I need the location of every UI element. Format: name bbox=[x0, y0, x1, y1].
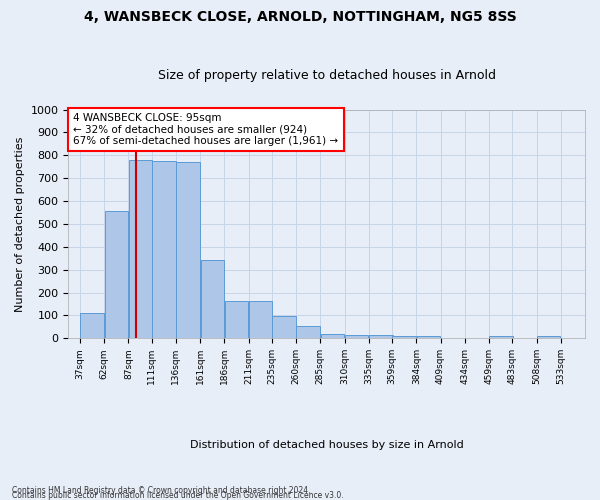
Bar bbox=[176, 162, 200, 338]
Bar bbox=[152, 161, 176, 338]
Bar bbox=[272, 316, 296, 338]
Text: Contains public sector information licensed under the Open Government Licence v3: Contains public sector information licen… bbox=[12, 490, 344, 500]
Bar bbox=[369, 335, 392, 338]
X-axis label: Distribution of detached houses by size in Arnold: Distribution of detached houses by size … bbox=[190, 440, 464, 450]
Bar bbox=[104, 211, 128, 338]
Bar bbox=[249, 300, 272, 339]
Bar bbox=[537, 336, 560, 338]
Bar bbox=[392, 336, 416, 338]
Bar bbox=[296, 326, 320, 338]
Bar bbox=[417, 336, 440, 338]
Bar bbox=[80, 312, 104, 338]
Bar bbox=[225, 300, 248, 339]
Bar bbox=[321, 334, 344, 338]
Text: Contains HM Land Registry data © Crown copyright and database right 2024.: Contains HM Land Registry data © Crown c… bbox=[12, 486, 311, 495]
Title: Size of property relative to detached houses in Arnold: Size of property relative to detached ho… bbox=[158, 69, 496, 82]
Bar bbox=[200, 260, 224, 338]
Text: 4, WANSBECK CLOSE, ARNOLD, NOTTINGHAM, NG5 8SS: 4, WANSBECK CLOSE, ARNOLD, NOTTINGHAM, N… bbox=[83, 10, 517, 24]
Y-axis label: Number of detached properties: Number of detached properties bbox=[15, 136, 25, 312]
Bar bbox=[129, 160, 152, 338]
Bar bbox=[345, 335, 368, 338]
Bar bbox=[490, 336, 513, 338]
Text: 4 WANSBECK CLOSE: 95sqm
← 32% of detached houses are smaller (924)
67% of semi-d: 4 WANSBECK CLOSE: 95sqm ← 32% of detache… bbox=[73, 113, 338, 146]
